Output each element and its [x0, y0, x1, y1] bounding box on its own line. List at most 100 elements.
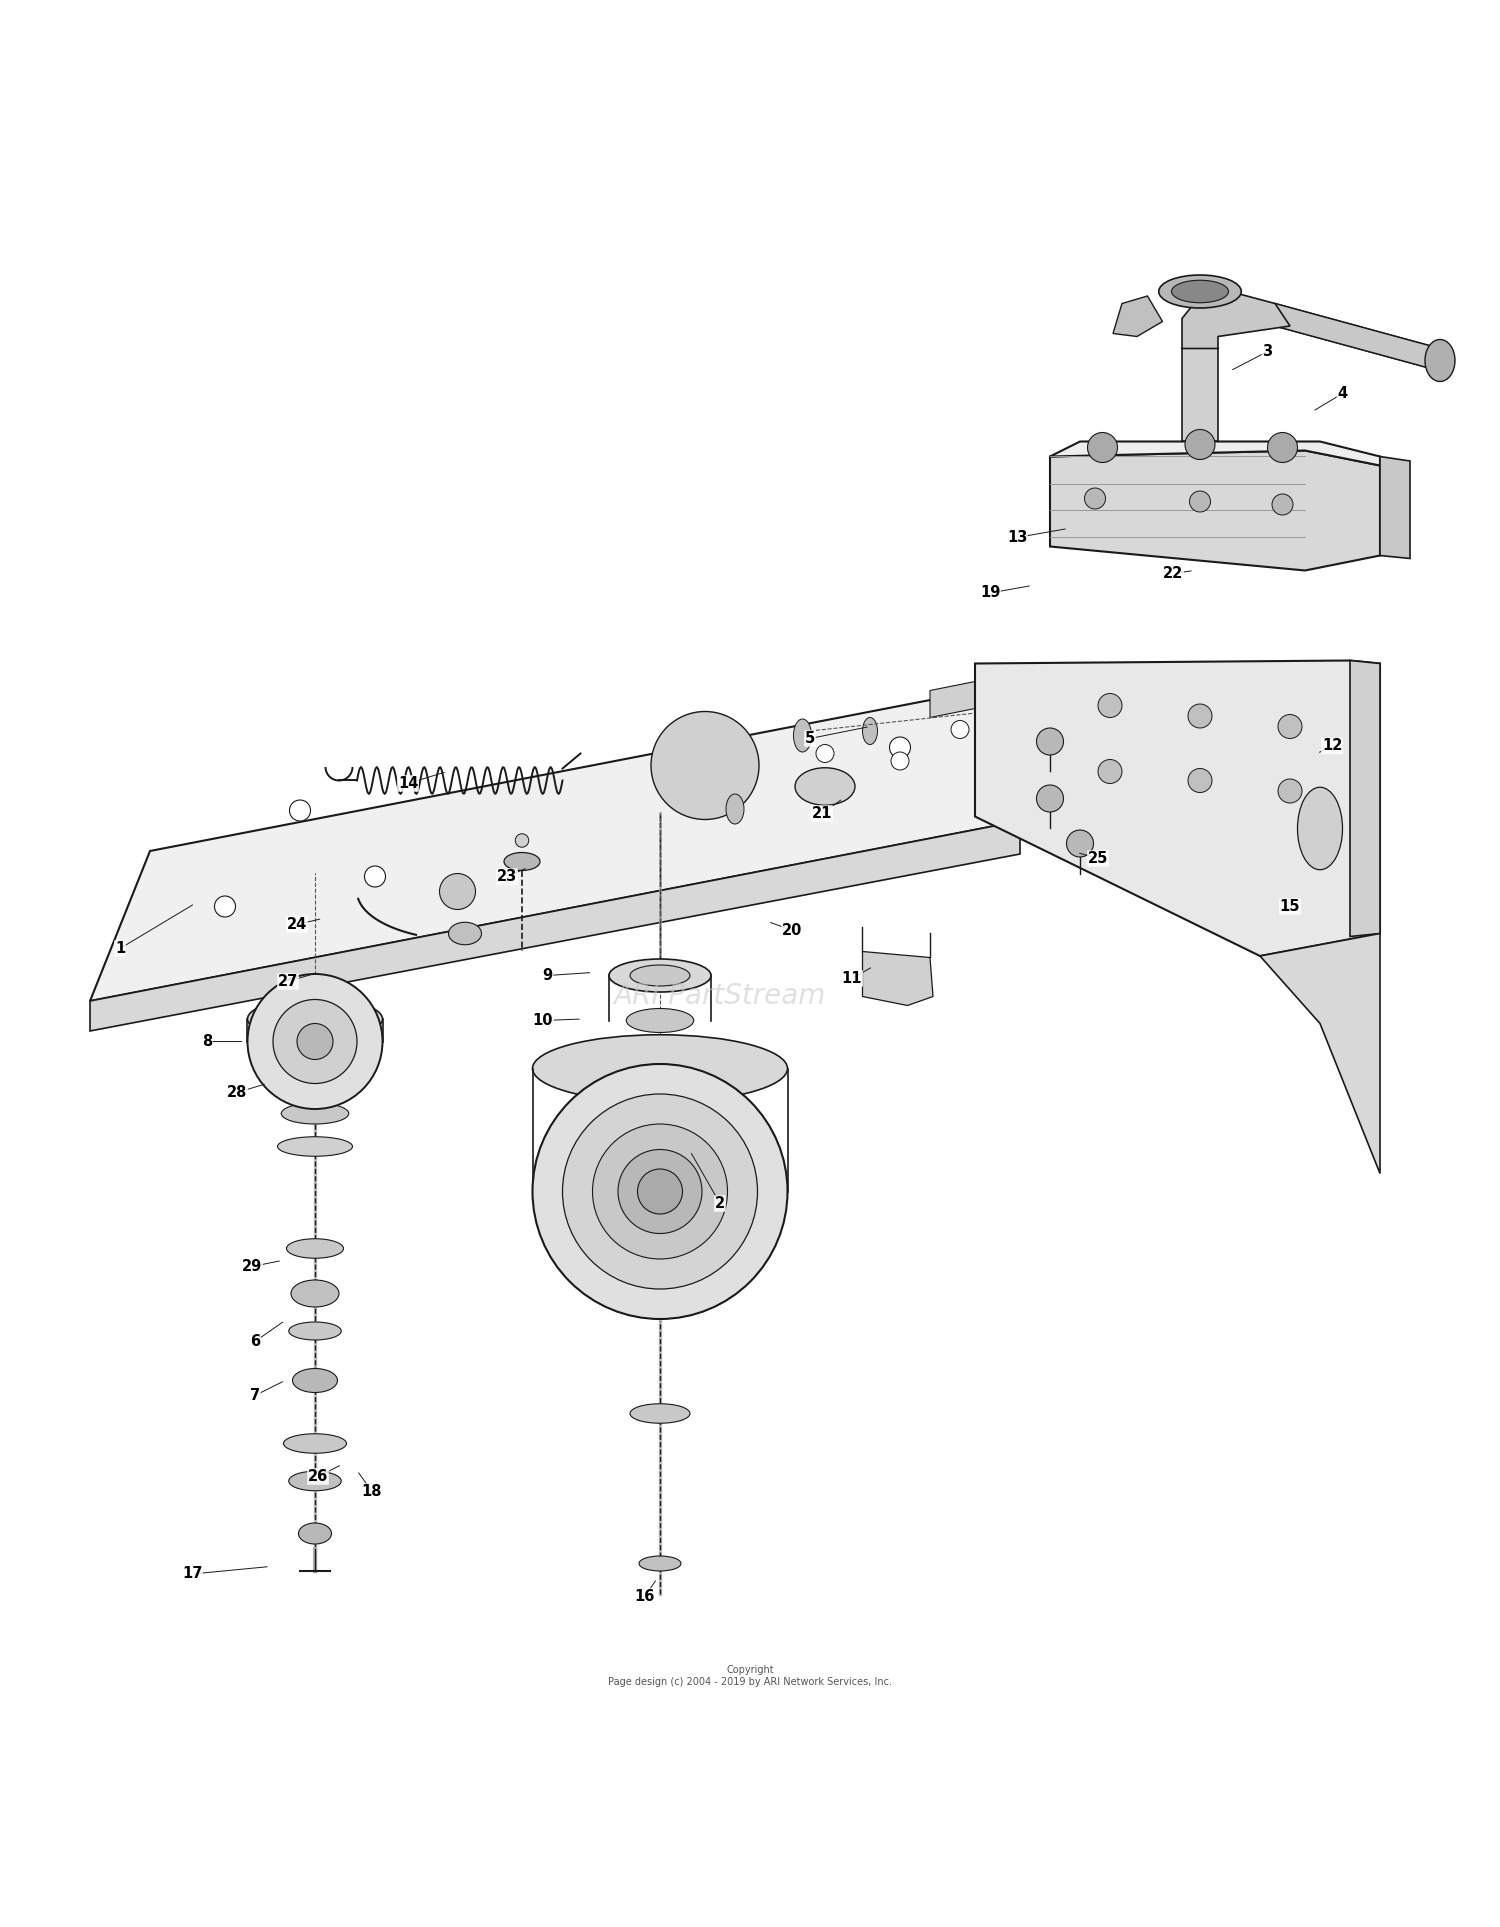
Text: 13: 13	[1007, 530, 1028, 545]
Text: 22: 22	[1162, 567, 1184, 582]
Circle shape	[816, 744, 834, 763]
Circle shape	[562, 1095, 758, 1289]
Text: 4: 4	[1338, 385, 1347, 401]
Circle shape	[592, 1123, 728, 1258]
Text: 11: 11	[842, 971, 862, 987]
Circle shape	[651, 711, 759, 819]
Text: Copyright
Page design (c) 2004 - 2019 by ARI Network Services, Inc.: Copyright Page design (c) 2004 - 2019 by…	[608, 1665, 892, 1686]
Text: 20: 20	[782, 923, 802, 938]
Circle shape	[1278, 715, 1302, 738]
Polygon shape	[1113, 297, 1162, 337]
Circle shape	[1098, 759, 1122, 784]
Polygon shape	[1260, 933, 1380, 1174]
Text: 10: 10	[532, 1014, 554, 1027]
Text: 15: 15	[1280, 900, 1300, 913]
Ellipse shape	[248, 998, 382, 1041]
Text: 19: 19	[980, 586, 1000, 601]
Circle shape	[248, 973, 382, 1110]
Circle shape	[951, 721, 969, 738]
Ellipse shape	[448, 923, 482, 944]
Circle shape	[1084, 488, 1106, 509]
Circle shape	[297, 1023, 333, 1060]
Circle shape	[1188, 703, 1212, 728]
Ellipse shape	[1172, 279, 1228, 303]
Polygon shape	[1182, 349, 1218, 441]
Ellipse shape	[504, 852, 540, 871]
Text: 27: 27	[278, 973, 298, 989]
Text: 14: 14	[398, 777, 418, 790]
Ellipse shape	[282, 1102, 348, 1123]
Ellipse shape	[1158, 276, 1242, 308]
Circle shape	[1185, 430, 1215, 459]
Ellipse shape	[284, 1434, 346, 1453]
Circle shape	[1190, 491, 1210, 513]
Text: 12: 12	[1322, 738, 1342, 753]
Circle shape	[290, 800, 310, 821]
Polygon shape	[90, 671, 1080, 1000]
Circle shape	[1278, 779, 1302, 804]
Ellipse shape	[794, 719, 812, 752]
Text: 9: 9	[543, 967, 552, 983]
Circle shape	[890, 736, 910, 757]
Text: ARI PartStream: ARI PartStream	[614, 983, 827, 1010]
Text: 26: 26	[308, 1468, 328, 1484]
Circle shape	[1188, 769, 1212, 792]
Text: 17: 17	[182, 1567, 203, 1582]
Polygon shape	[1050, 441, 1380, 466]
Text: 23: 23	[496, 869, 517, 884]
Circle shape	[1036, 728, 1064, 755]
Text: 21: 21	[812, 805, 832, 821]
Text: 24: 24	[286, 917, 308, 933]
Ellipse shape	[1425, 339, 1455, 382]
Text: 18: 18	[362, 1484, 382, 1499]
Polygon shape	[1050, 451, 1380, 570]
Ellipse shape	[292, 1368, 338, 1393]
Text: 3: 3	[1263, 345, 1272, 358]
Circle shape	[214, 896, 236, 917]
Text: 25: 25	[1088, 852, 1108, 865]
Text: 2: 2	[716, 1197, 724, 1210]
Ellipse shape	[1298, 788, 1342, 869]
Circle shape	[364, 865, 386, 886]
Polygon shape	[1020, 667, 1140, 821]
Ellipse shape	[288, 1470, 340, 1491]
Circle shape	[618, 1150, 702, 1233]
Text: 8: 8	[202, 1035, 211, 1048]
Ellipse shape	[726, 794, 744, 825]
Circle shape	[273, 1000, 357, 1083]
Ellipse shape	[516, 834, 528, 848]
Ellipse shape	[278, 1137, 352, 1156]
Circle shape	[891, 752, 909, 771]
Ellipse shape	[795, 767, 855, 805]
Ellipse shape	[298, 1522, 332, 1544]
Circle shape	[1036, 784, 1064, 811]
Ellipse shape	[286, 1239, 344, 1258]
Ellipse shape	[627, 1008, 693, 1033]
Ellipse shape	[639, 1555, 681, 1571]
Circle shape	[1272, 493, 1293, 515]
Ellipse shape	[630, 965, 690, 987]
Ellipse shape	[532, 1035, 788, 1102]
Text: 28: 28	[226, 1085, 248, 1100]
Text: 5: 5	[806, 730, 814, 746]
Polygon shape	[1182, 291, 1290, 349]
Polygon shape	[1350, 661, 1380, 937]
Circle shape	[440, 873, 476, 910]
Ellipse shape	[630, 1403, 690, 1424]
Text: 29: 29	[242, 1258, 262, 1274]
Ellipse shape	[291, 1280, 339, 1307]
Polygon shape	[975, 661, 1380, 956]
Polygon shape	[1275, 303, 1440, 372]
Circle shape	[1098, 694, 1122, 717]
Polygon shape	[1380, 457, 1410, 559]
Text: 16: 16	[634, 1590, 656, 1603]
Text: 6: 6	[251, 1333, 260, 1349]
Ellipse shape	[609, 960, 711, 992]
Polygon shape	[90, 821, 1020, 1031]
Polygon shape	[862, 952, 933, 1006]
Text: 1: 1	[116, 940, 124, 956]
Ellipse shape	[862, 717, 877, 744]
Circle shape	[532, 1064, 788, 1318]
Text: 7: 7	[251, 1387, 260, 1403]
Circle shape	[1066, 831, 1094, 858]
